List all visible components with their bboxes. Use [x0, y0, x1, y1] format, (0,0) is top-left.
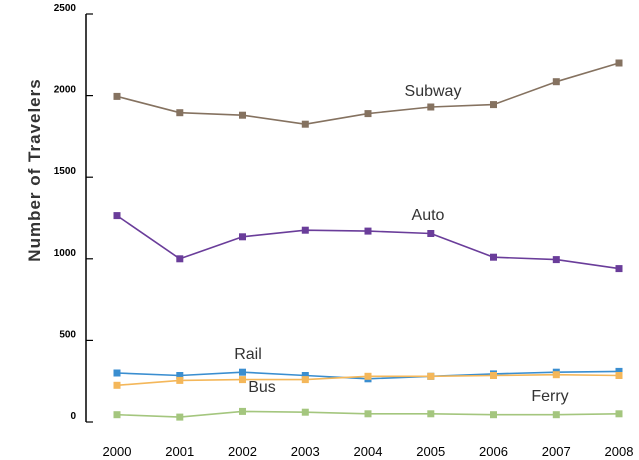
y-ticks: 0 500 1000 1500 2000 2500 [54, 3, 93, 423]
data-point-auto [615, 265, 623, 273]
data-point-rail [176, 372, 184, 379]
data-point-subway [176, 109, 184, 117]
data-point-bus [239, 376, 246, 384]
series-label-auto: Auto [412, 207, 445, 224]
data-point-auto [490, 253, 497, 261]
data-point-ferry [239, 407, 246, 415]
data-point-rail [615, 367, 623, 375]
series-label-ferry: Ferry [531, 388, 568, 405]
x-ticks: 2000 2001 2002 2003 2004 2005 2006 2007 2008 [103, 444, 634, 459]
y-tick-label: 0 [70, 411, 76, 422]
data-point-auto [113, 212, 121, 220]
x-tick-label: 2005 [416, 444, 445, 459]
y-tick-label: 2000 [54, 85, 77, 96]
series-auto: Auto [113, 207, 623, 273]
x-tick-label: 2004 [354, 444, 383, 459]
data-point-rail [301, 372, 309, 379]
data-point-bus [615, 372, 623, 379]
data-point-ferry [301, 408, 309, 416]
data-point-subway [490, 101, 497, 109]
data-point-rail [113, 369, 121, 377]
data-point-bus [552, 371, 560, 379]
data-point-bus [490, 372, 497, 379]
x-tick-label: 2000 [103, 444, 132, 459]
data-point-bus [427, 372, 435, 380]
data-point-ferry [490, 411, 497, 419]
data-point-rail [239, 368, 246, 376]
x-tick-label: 2008 [605, 444, 634, 459]
data-point-subway [552, 78, 560, 86]
data-point-ferry [364, 410, 372, 418]
data-point-auto [301, 226, 309, 234]
y-tick-label: 1000 [54, 248, 77, 259]
data-point-ferry [552, 411, 560, 419]
data-point-auto [176, 255, 184, 263]
data-point-auto [427, 230, 435, 237]
y-tick-label: 2500 [54, 3, 77, 14]
y-axis-label: Number of Travelers [25, 78, 44, 261]
x-tick-label: 2002 [228, 444, 257, 459]
x-tick-label: 2006 [479, 444, 508, 459]
data-point-ferry [176, 413, 184, 421]
data-point-subway [301, 120, 309, 128]
data-point-subway [364, 110, 372, 118]
y-tick-label: 500 [59, 329, 76, 340]
series-label-bus: Bus [248, 379, 276, 396]
data-point-bus [301, 376, 309, 384]
x-tick-label: 2003 [291, 444, 320, 459]
data-point-subway [239, 111, 246, 119]
series-ferry: Ferry [113, 388, 623, 421]
data-point-bus [176, 376, 184, 384]
data-point-auto [239, 233, 246, 241]
y-tick-label: 1500 [54, 166, 77, 177]
data-point-auto [552, 256, 560, 264]
series: Subway Auto Rail Bus Ferry [113, 59, 623, 421]
x-tick-label: 2007 [542, 444, 571, 459]
series-line-auto [116, 214, 620, 270]
data-point-bus [113, 381, 121, 389]
data-point-bus [364, 372, 372, 380]
x-tick-label: 2001 [165, 444, 194, 459]
series-label-subway: Subway [405, 83, 462, 100]
data-point-subway [427, 103, 435, 111]
series-label-rail: Rail [234, 346, 262, 363]
data-point-subway [113, 92, 121, 100]
data-point-subway [615, 59, 623, 67]
data-point-ferry [615, 410, 623, 418]
data-point-auto [364, 227, 372, 235]
data-point-ferry [113, 411, 121, 419]
data-point-ferry [427, 410, 435, 418]
series-subway: Subway [113, 59, 623, 128]
series-bus: Bus [113, 371, 623, 396]
